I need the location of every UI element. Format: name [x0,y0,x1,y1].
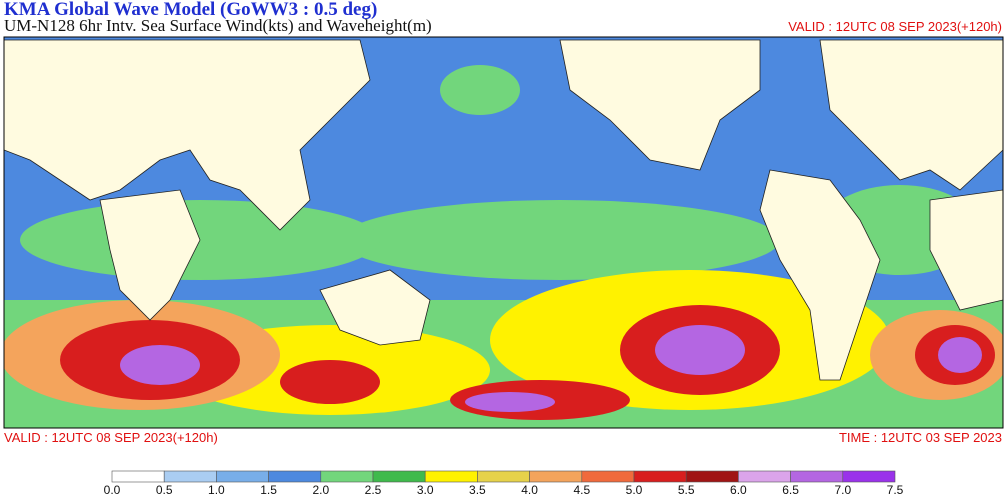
colorbar-label: 4.0 [521,483,538,496]
colorbar-box [372,470,426,483]
land [4,39,1003,381]
valid-top: VALID : 12UTC 08 SEP 2023(+120h) [788,19,1002,34]
colorbar-label: 3.0 [417,483,434,496]
colorbar: 0.0 0.5 1.0 1.5 2.0 2.5 3.0 3.5 4.0 4.5 5.0 5.5 6.0 6… [104,470,904,496]
colorbar-box [581,470,635,483]
map-frame [3,36,1004,429]
colorbar-label: 2.0 [312,483,329,496]
colorbar-box [842,470,896,483]
colorbar-box [163,470,217,483]
colorbar-label: 2.5 [365,483,382,496]
colorbar-label: 6.5 [782,483,799,496]
colorbar-label: 0.5 [156,483,173,496]
wave-area [120,345,200,385]
colorbar-label: 5.0 [626,483,643,496]
wave-area [340,200,780,280]
time: TIME : 12UTC 03 SEP 2023 [839,430,1002,445]
colorbar-label: 1.0 [208,483,225,496]
valid-bottom: VALID : 12UTC 08 SEP 2023(+120h) [4,430,218,445]
colorbar-label: 6.0 [730,483,747,496]
colorbar-label: 7.0 [834,483,851,496]
wave-area [938,337,982,373]
colorbar-label: 5.5 [678,483,695,496]
title: KMA Global Wave Model (GoWW3 : 0.5 deg) [4,0,377,20]
wave-area [465,392,555,412]
colorbar-label: 1.5 [260,483,277,496]
colorbar-box [320,470,374,483]
colorbar-box [216,470,269,483]
colorbar-box [268,470,322,483]
map [3,36,1004,429]
colorbar-box [738,470,791,483]
colorbar-box [111,470,165,483]
wave-area [440,65,520,115]
subtitle: UM-N128 6hr Intv. Sea Surface Wind(kts) … [4,16,432,35]
colorbar-box [633,470,687,483]
colorbar-label: 4.5 [573,483,590,496]
colorbar-box [477,470,530,483]
wave-area [280,360,380,404]
colorbar-box [529,470,583,483]
colorbar-box [790,470,844,483]
colorbar-label: 7.5 [887,483,904,496]
colorbar-box [424,470,478,483]
wave-area [655,325,745,375]
colorbar-label: 0.0 [104,483,121,496]
colorbar-label: 3.5 [469,483,486,496]
colorbar-box [685,470,739,483]
